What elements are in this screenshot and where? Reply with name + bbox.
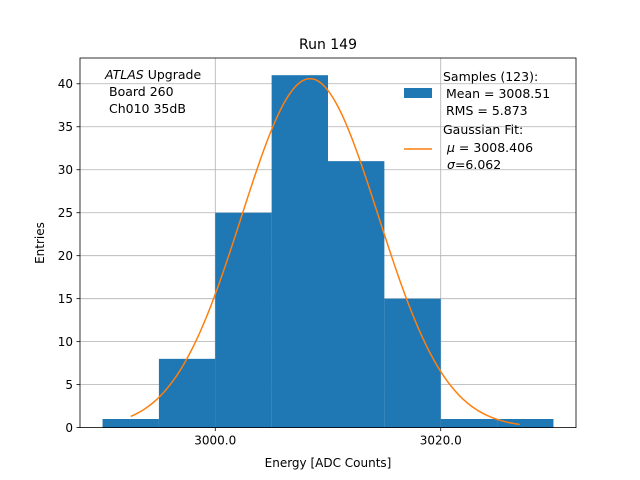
legend-fit-mu: μ = 3008.406: [446, 140, 533, 155]
legend-samples-mean: Mean = 3008.51: [446, 86, 550, 101]
y-tick-label: 25: [58, 206, 73, 220]
y-tick-label: 15: [58, 292, 73, 306]
y-tick-label: 20: [58, 249, 73, 263]
y-tick-label: 10: [58, 335, 73, 349]
histogram-bar: [328, 161, 385, 428]
y-axis-ticks: 0 5 10 15 20 25 30 35 40: [58, 77, 80, 435]
axes-frame: [79, 57, 577, 429]
chart-title: Run 149: [299, 37, 357, 53]
mu-symbol: μ: [446, 140, 455, 155]
y-tick-label: 5: [65, 378, 73, 392]
legend-fit-title: Gaussian Fit:: [443, 122, 523, 137]
legend-samples-patch: [404, 88, 432, 98]
x-axis-ticks: 3000.0 3020.0: [194, 427, 462, 448]
legend-samples-title: Samples (123):: [443, 69, 538, 84]
gaussian-fit-curve: [130, 77, 520, 426]
atlas-annotation-line1: ATLAS Upgrade: [104, 67, 201, 82]
board-label: Board 260: [109, 84, 174, 99]
y-axis-label: Entries: [33, 222, 47, 264]
legend: Samples (123): Mean = 3008.51 RMS = 5.87…: [404, 69, 550, 172]
atlas-label: ATLAS: [104, 67, 144, 82]
mu-value: = 3008.406: [455, 140, 533, 155]
histogram-bar: [102, 419, 159, 428]
sigma-symbol: σ: [447, 157, 456, 172]
histogram-bar: [215, 212, 272, 428]
legend-samples-rms: RMS = 5.873: [446, 103, 528, 118]
y-tick-label: 40: [58, 77, 73, 91]
histogram-bar: [440, 419, 498, 428]
upgrade-label: Upgrade: [144, 67, 202, 82]
x-axis-label: Energy [ADC Counts]: [265, 456, 392, 470]
y-tick-label: 35: [58, 120, 73, 134]
legend-fit-sigma: σ=6.062: [447, 157, 501, 172]
y-tick-label: 0: [65, 421, 73, 435]
histogram-bar: [158, 358, 216, 428]
histogram-bar: [497, 419, 554, 428]
sigma-value: =6.062: [455, 157, 501, 172]
histogram-bar: [271, 75, 328, 428]
channel-label: Ch010 35dB: [109, 101, 186, 116]
x-tick-label: 3020.0: [420, 434, 462, 448]
x-tick-label: 3000.0: [194, 434, 236, 448]
y-tick-label: 30: [58, 163, 73, 177]
histogram-bar: [384, 298, 441, 428]
